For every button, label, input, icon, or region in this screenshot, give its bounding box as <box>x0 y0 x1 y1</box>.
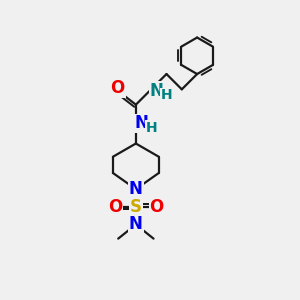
Text: N: N <box>129 215 143 233</box>
Text: N: N <box>129 180 143 198</box>
Text: O: O <box>110 80 125 98</box>
Text: N: N <box>149 82 164 100</box>
Text: O: O <box>149 198 164 216</box>
Text: S: S <box>130 198 142 216</box>
Text: O: O <box>108 198 122 216</box>
Text: H: H <box>146 121 157 135</box>
Text: N: N <box>134 115 148 133</box>
Text: H: H <box>161 88 172 102</box>
